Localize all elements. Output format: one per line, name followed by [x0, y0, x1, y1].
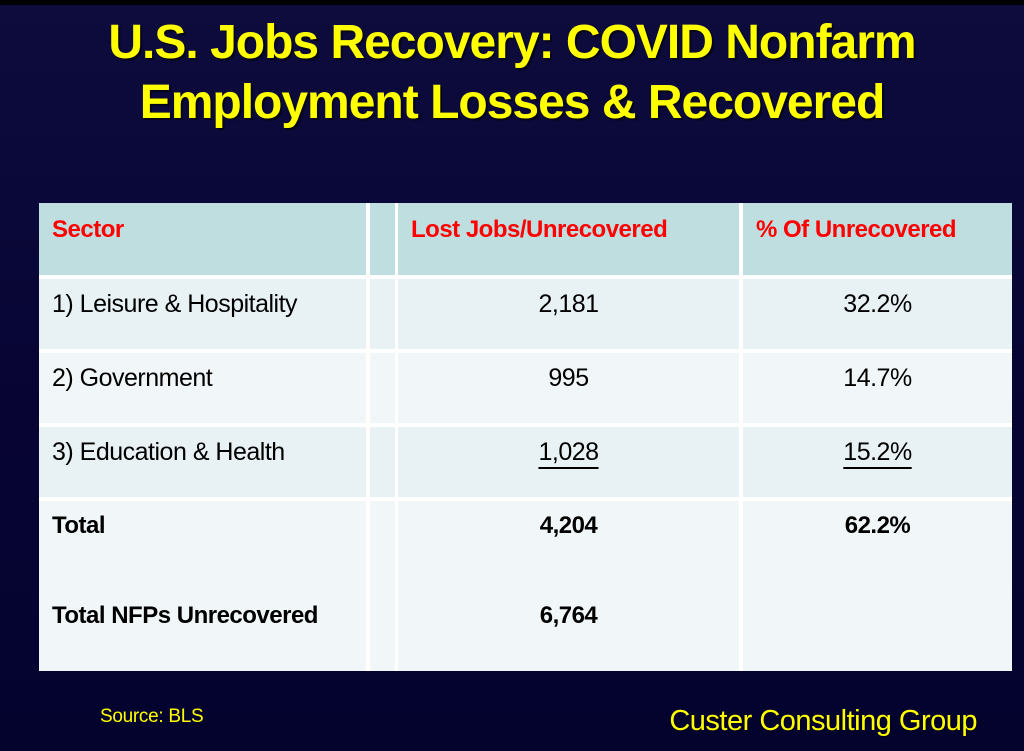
source-note: Source: BLS	[100, 706, 204, 727]
header-cell-lost-jobs: Lost Jobs/Unrecovered	[398, 203, 739, 275]
total-label: Total	[52, 512, 106, 539]
cell-spacer-row1	[370, 279, 395, 349]
cell-lost-row2: 995	[398, 353, 739, 423]
cell-lost-row1: 2,181	[398, 279, 739, 349]
cell-sector-row2: 2) Government	[39, 353, 366, 423]
header-cell-pct-unrecovered: % Of Unrecovered	[743, 203, 1012, 275]
cell-pct-row2: 14.7%	[743, 353, 1012, 423]
brand-footer: Custer Consulting Group	[669, 705, 977, 737]
total-nfps-value: 6,764	[539, 602, 598, 629]
cell-totals-pct: 62.2%	[743, 501, 1012, 671]
cell-totals-labels: Total Total NFPs Unrecovered	[39, 501, 366, 671]
cell-spacer-row2	[370, 353, 395, 423]
cell-pct-row3: 15.2%	[743, 427, 1012, 497]
cell-totals-lost: 4,204 6,764	[398, 501, 739, 671]
cell-pct-row1: 32.2%	[743, 279, 1012, 349]
top-border-strip	[0, 0, 1024, 5]
cell-lost-row3: 1,028	[398, 427, 739, 497]
slide-title: U.S. Jobs Recovery: COVID Nonfarm Employ…	[0, 13, 1024, 133]
header-cell-spacer	[370, 203, 395, 275]
header-cell-sector: Sector	[39, 203, 366, 275]
cell-sector-row1: 1) Leisure & Hospitality	[39, 279, 366, 349]
cell-spacer-row3	[370, 427, 395, 497]
title-line-2: Employment Losses & Recovered	[139, 76, 886, 129]
cell-sector-row3: 3) Education & Health	[39, 427, 366, 497]
underlined-value: 15.2%	[843, 438, 912, 466]
total-nfps-label: Total NFPs Unrecovered	[52, 602, 318, 629]
jobs-table: Sector Lost Jobs/Unrecovered % Of Unreco…	[39, 203, 1012, 671]
total-lost-value: 4,204	[539, 512, 598, 539]
total-pct-value: 62.2%	[844, 512, 911, 539]
title-line-1: U.S. Jobs Recovery: COVID Nonfarm	[108, 16, 916, 69]
cell-spacer-totals	[370, 501, 395, 671]
underlined-value: 1,028	[538, 438, 599, 466]
